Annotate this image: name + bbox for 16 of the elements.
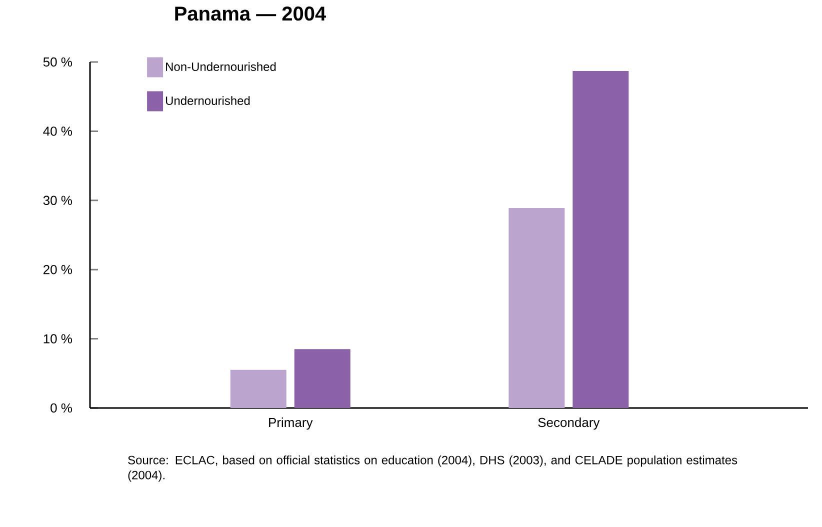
bar	[572, 70, 629, 408]
legend-label: Undernourished	[166, 96, 250, 105]
x-tick-label: Primary	[269, 418, 313, 430]
bar	[294, 349, 350, 408]
y-tick-label: 40 %	[43, 126, 72, 136]
chart-title: Panama — 2004	[175, 6, 326, 21]
y-tick-label: 20 %	[44, 264, 72, 274]
y-tick-label: 50 %	[43, 57, 72, 67]
bar	[508, 208, 565, 408]
legend-label: Non-Undernourished	[166, 62, 276, 71]
source-note: Source: ECLAC, based on official statistics on education (2004), DHS (2003), and CELADE population estimates (2004).	[128, 456, 738, 482]
x-tick-label: Secondary	[538, 418, 600, 430]
y-tick-label: 10 %	[44, 334, 72, 344]
bar	[230, 370, 286, 408]
y-tick-label: 30 %	[43, 196, 72, 205]
y-tick-label: 0 %	[50, 403, 72, 413]
